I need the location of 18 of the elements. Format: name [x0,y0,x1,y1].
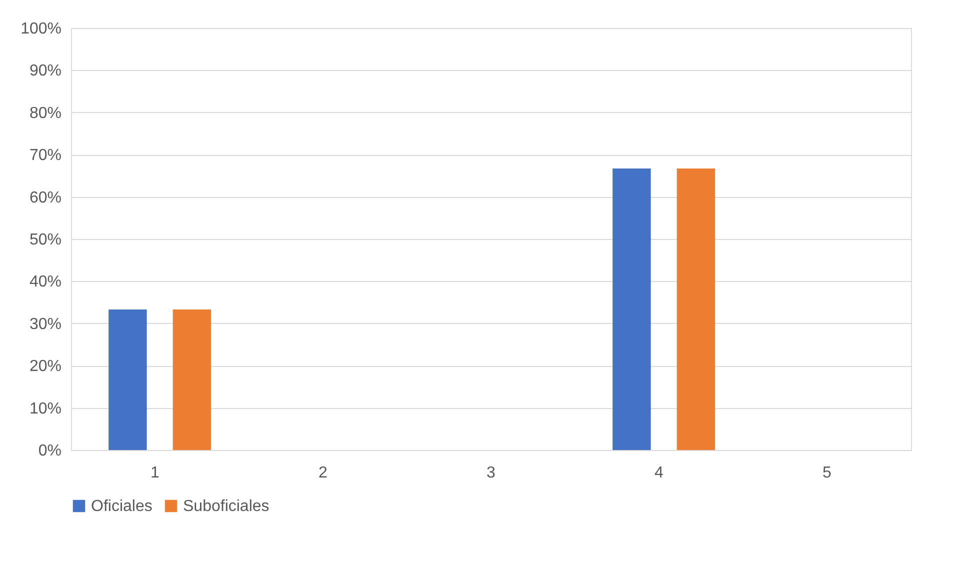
legend-label: Oficiales [91,498,152,515]
y-tick-label: 40% [29,274,62,291]
x-tick-label: 2 [318,464,328,482]
y-tick-label: 80% [29,104,62,122]
legend-label: Suboficiales [183,498,270,515]
x-tick-label: 1 [150,464,160,482]
x-tick-label: 5 [822,464,832,482]
y-tick-label: 0% [38,442,62,460]
y-tick-label: 20% [29,358,62,376]
y-tick-label: 30% [29,316,62,333]
y-tick-label: 60% [29,189,62,206]
y-tick-label: 90% [29,62,62,80]
x-tick-label: 4 [654,464,664,482]
y-tick-label: 10% [29,400,62,418]
x-tick-label: 3 [486,464,496,482]
y-tick-label: 50% [29,232,62,248]
y-tick-label: 100% [20,20,62,38]
y-tick-label: 70% [29,147,62,164]
